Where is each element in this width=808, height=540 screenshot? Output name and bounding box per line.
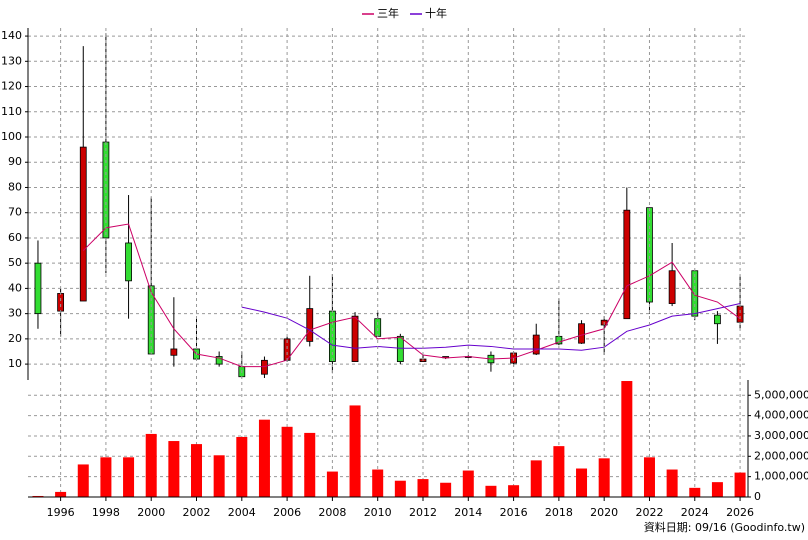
bar bbox=[508, 485, 520, 497]
candle-body bbox=[532, 334, 540, 355]
y-tick-label: 40 bbox=[8, 281, 22, 294]
candle-body bbox=[646, 207, 653, 303]
candle-body bbox=[79, 146, 87, 302]
x-tick-label: 2022 bbox=[635, 506, 663, 519]
x-tick-label: 1996 bbox=[47, 506, 75, 519]
candle-body bbox=[396, 335, 404, 362]
y2-tick-label: 1,000,000 bbox=[754, 470, 808, 483]
candle-body bbox=[306, 308, 314, 342]
x-tick-label: 2026 bbox=[726, 506, 754, 519]
bar bbox=[440, 482, 452, 497]
x-tick-label: 2002 bbox=[183, 506, 211, 519]
bar bbox=[485, 485, 497, 497]
bar bbox=[145, 433, 157, 497]
y-tick-label: 30 bbox=[8, 307, 22, 320]
y-tick-label: 60 bbox=[8, 231, 22, 244]
y-tick-label: 100 bbox=[1, 130, 22, 143]
bar bbox=[77, 464, 89, 497]
bar bbox=[621, 381, 633, 497]
x-tick-label: 2018 bbox=[545, 506, 573, 519]
y-tick-label: 70 bbox=[8, 206, 22, 219]
y-tick-label: 20 bbox=[8, 332, 22, 345]
legend-label: 十年 bbox=[425, 6, 447, 20]
x-tick-label: 2024 bbox=[681, 506, 709, 519]
bar bbox=[100, 457, 112, 497]
candle-body bbox=[125, 242, 132, 282]
x-tick-label: 2016 bbox=[500, 506, 528, 519]
candle-body bbox=[578, 323, 585, 344]
y2-tick-label: 2,000,000 bbox=[754, 449, 808, 462]
y2-tick-label: 4,000,000 bbox=[754, 409, 808, 422]
bar bbox=[394, 480, 406, 497]
bar bbox=[281, 426, 293, 497]
y-tick-label: 90 bbox=[8, 155, 22, 168]
y-tick-label: 110 bbox=[1, 105, 22, 118]
bar bbox=[168, 441, 180, 497]
bar bbox=[372, 469, 384, 497]
bar bbox=[258, 419, 270, 497]
y-tick-label: 140 bbox=[1, 29, 22, 42]
y-tick-label: 120 bbox=[1, 80, 22, 93]
bar bbox=[236, 436, 248, 497]
y-tick-label: 130 bbox=[1, 54, 22, 67]
x-tick-label: 2014 bbox=[454, 506, 482, 519]
legend-label: 三年 bbox=[377, 6, 399, 20]
bar bbox=[32, 495, 44, 497]
bar bbox=[643, 457, 655, 497]
candle-body bbox=[261, 359, 268, 375]
x-tick-label: 2012 bbox=[409, 506, 437, 519]
bar bbox=[191, 444, 203, 497]
x-tick-label: 2008 bbox=[318, 506, 346, 519]
candle-body bbox=[351, 315, 359, 362]
y2-tick-label: 5,000,000 bbox=[754, 388, 808, 401]
bar bbox=[666, 469, 678, 497]
x-tick-label: 2004 bbox=[228, 506, 256, 519]
y-tick-label: 80 bbox=[8, 180, 22, 193]
ma-line bbox=[241, 303, 741, 351]
bar bbox=[598, 458, 610, 497]
x-tick-label: 1998 bbox=[92, 506, 120, 519]
candle-body bbox=[34, 262, 42, 315]
bar bbox=[326, 471, 338, 497]
candle-body bbox=[170, 348, 178, 356]
candle-body bbox=[623, 209, 631, 320]
bar bbox=[55, 491, 67, 497]
bar bbox=[304, 432, 316, 497]
y2-tick-label: 3,000,000 bbox=[754, 429, 808, 442]
bar bbox=[417, 479, 429, 497]
x-tick-label: 2000 bbox=[137, 506, 165, 519]
bar bbox=[349, 405, 361, 497]
candle-body bbox=[736, 305, 744, 323]
candle-body bbox=[714, 314, 721, 325]
bar bbox=[213, 455, 225, 497]
bar bbox=[462, 470, 474, 497]
x-tick-label: 2006 bbox=[273, 506, 301, 519]
bar bbox=[689, 487, 701, 497]
bar bbox=[123, 457, 135, 497]
y2-tick-label: 0 bbox=[754, 490, 761, 503]
candle-body bbox=[668, 270, 676, 304]
x-tick-label: 2020 bbox=[590, 506, 618, 519]
candle-body bbox=[374, 318, 382, 337]
bar bbox=[553, 446, 565, 497]
note: 資料日期: 09/16 (Goodinfo.tw) bbox=[644, 520, 805, 534]
y-tick-label: 50 bbox=[8, 256, 22, 269]
bar bbox=[576, 468, 588, 497]
y-tick-label: 10 bbox=[8, 357, 22, 370]
candle-body bbox=[57, 293, 65, 312]
ma-line bbox=[82, 223, 741, 368]
bar bbox=[734, 472, 746, 497]
bar bbox=[711, 482, 723, 497]
x-tick-label: 2010 bbox=[364, 506, 392, 519]
bar bbox=[530, 460, 542, 497]
candle-body bbox=[215, 356, 223, 365]
